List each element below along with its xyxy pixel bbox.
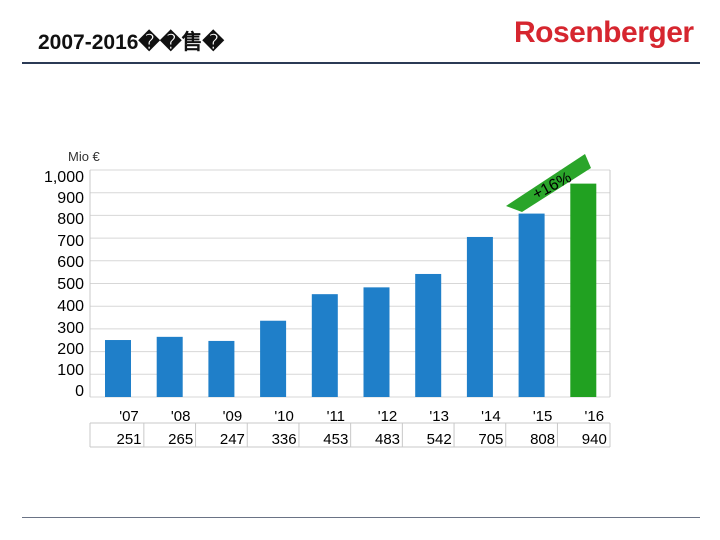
y-tick-label: 900 [57,190,84,207]
y-tick-label: 0 [75,383,84,400]
data-table [89,422,611,448]
footer-divider [22,517,700,518]
bar [311,294,338,397]
y-tick-label: 100 [57,362,84,379]
value-label: 336 [272,431,297,448]
brand-logo: Rosenberger [514,16,694,49]
unit-label: Mio € [68,149,100,164]
category-label: '13 [429,408,449,425]
category-label: '16 [585,408,605,425]
bar [363,287,390,397]
y-axis: 1,000 900 800 700 600 500 400 300 200 100 0 [44,169,84,400]
value-label: 940 [582,431,607,448]
category-label: '10 [274,408,294,425]
value-label: 705 [478,431,503,448]
y-tick-label: 600 [57,254,84,271]
value-label: 808 [530,431,555,448]
growth-wedge [506,154,591,212]
y-tick-label: 200 [57,341,84,358]
y-tick-label: 300 [57,320,84,337]
value-label: 483 [375,431,400,448]
bar [466,236,493,397]
y-tick-label: 400 [57,298,84,315]
bar [415,273,442,397]
growth-label: +16% [530,169,575,203]
category-label: '09 [223,408,243,425]
bar [570,183,597,397]
value-label: 247 [220,431,245,448]
category-label: '12 [378,408,398,425]
x-axis-labels: '07 251 '08 265 '09 247 '10 336 '11 453 '12 483 '13 5… [116,408,606,448]
y-tick-label: 500 [57,276,84,293]
y-tick-label: 800 [57,211,84,228]
value-label: 265 [168,431,193,448]
header-divider [22,62,700,64]
bar [260,320,287,397]
value-label: 251 [116,431,141,448]
value-label: 542 [427,431,452,448]
category-label: '14 [481,408,501,425]
value-label: 453 [323,431,348,448]
bars [105,183,597,397]
y-tick-label: 700 [57,233,84,250]
y-tick-label: 1,000 [44,169,84,186]
page-title: 2007-2016��售� [38,31,225,54]
bar [208,340,235,397]
category-label: '07 [119,408,139,425]
bar [105,340,131,397]
bar [518,213,545,397]
bar [156,336,183,397]
category-label: '08 [171,408,191,425]
category-label: '11 [327,408,345,425]
category-label: '15 [533,408,553,425]
